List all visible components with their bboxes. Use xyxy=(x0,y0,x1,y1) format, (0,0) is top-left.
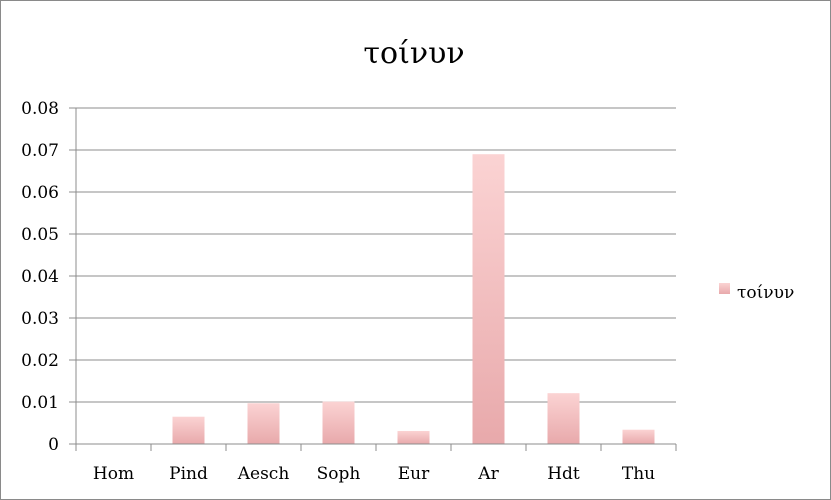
y-tick-label: 0.02 xyxy=(21,351,59,371)
chart-title: τοίνυν xyxy=(363,36,464,71)
x-tick-label: Eur xyxy=(398,464,430,484)
legend: τοίνυν xyxy=(719,283,794,303)
y-tick-label: 0.03 xyxy=(21,309,59,329)
gridlines xyxy=(69,107,676,445)
x-tick-label: Pind xyxy=(169,464,208,484)
y-tick-label: 0.04 xyxy=(21,267,59,287)
y-tick-label: 0 xyxy=(48,435,59,455)
x-axis-tick-labels: Hom Pind Aesch Soph Eur Ar Hdt Thu xyxy=(93,464,655,484)
axes xyxy=(75,108,677,451)
legend-label: τοίνυν xyxy=(737,283,794,303)
x-tick-label: Ar xyxy=(477,464,499,484)
bar-thu xyxy=(622,429,655,444)
legend-swatch xyxy=(719,283,730,294)
x-tick-label: Thu xyxy=(622,464,655,484)
y-tick-label: 0.06 xyxy=(21,183,59,203)
bar-hdt xyxy=(547,393,580,444)
bar-eur xyxy=(397,430,430,444)
y-tick-label: 0.01 xyxy=(21,393,59,413)
y-tick-label: 0.05 xyxy=(21,225,59,245)
y-tick-label: 0.07 xyxy=(21,141,59,161)
bar-pind xyxy=(172,416,205,444)
y-tick-label: 0.08 xyxy=(21,99,59,119)
y-axis-tick-labels: 0 0.01 0.02 0.03 0.04 0.05 0.06 0.07 0.08 xyxy=(21,99,59,455)
bar-soph xyxy=(322,401,355,444)
x-tick-label: Aesch xyxy=(237,464,290,484)
x-tick-label: Hdt xyxy=(547,464,580,484)
x-tick-label: Hom xyxy=(93,464,134,484)
bars xyxy=(172,154,655,444)
x-tick-label: Soph xyxy=(317,464,361,484)
bar-aesch xyxy=(247,403,280,444)
bar-ar xyxy=(472,154,505,444)
